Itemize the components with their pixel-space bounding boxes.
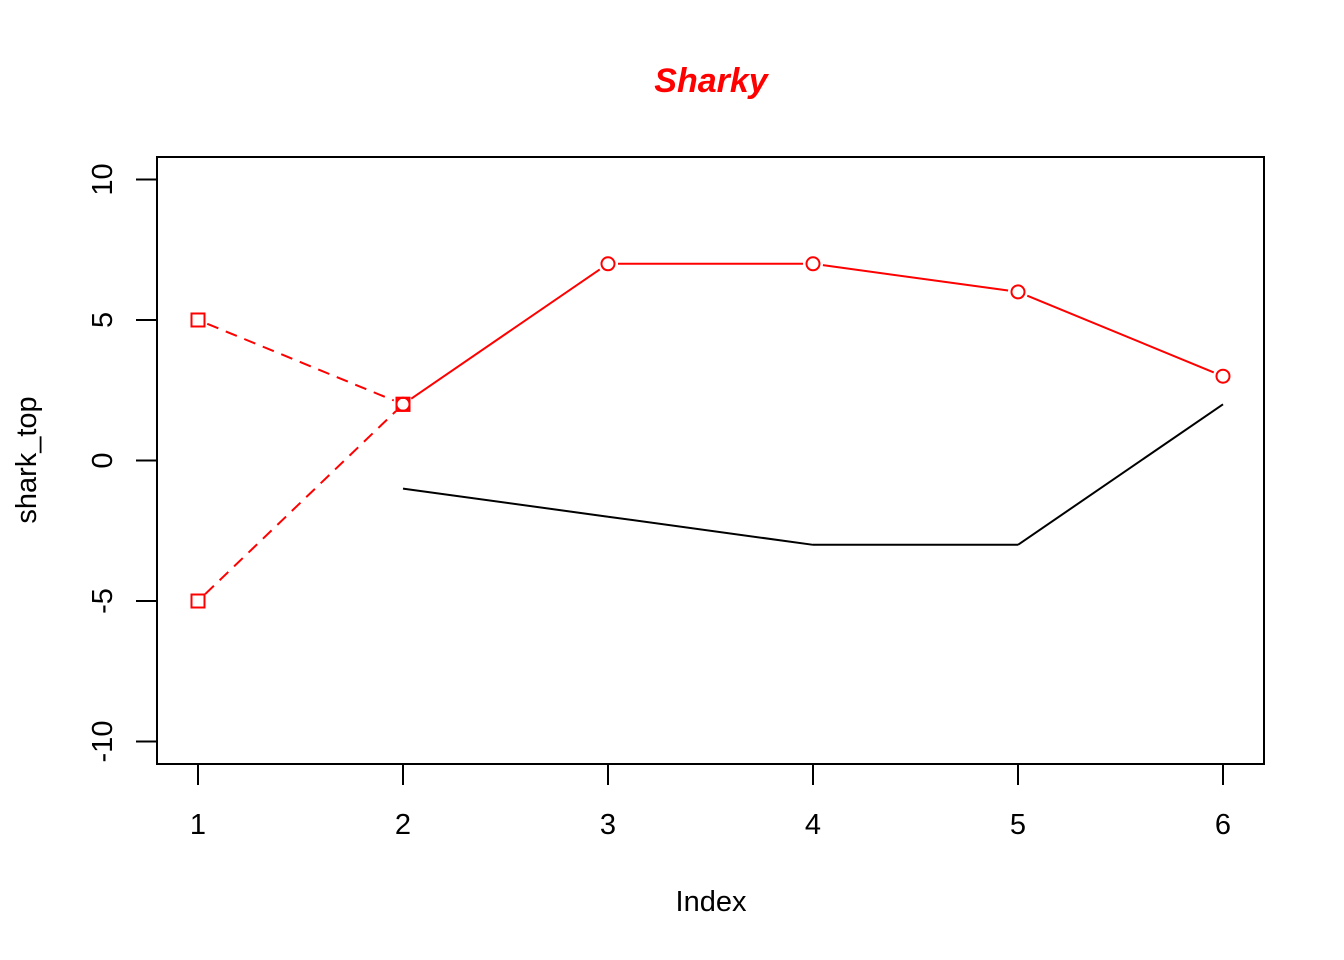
chart-title: Sharky [654,62,769,100]
data-point [805,256,821,272]
y-tick-label: 10 [87,163,119,195]
y-tick-label: 0 [87,452,119,468]
series-3 [190,312,411,412]
y-axis-label: shark_top [11,396,43,523]
series-segment [410,268,601,400]
x-tick-label: 6 [1215,809,1231,841]
series-segment [402,487,609,518]
data-point [395,396,411,412]
x-axis: 1 2 3 4 5 6 [190,763,1231,841]
data-point [395,396,411,412]
data-point [600,256,616,272]
x-tick-label: 1 [190,809,206,841]
data-point [1010,284,1026,300]
x-tick-label: 3 [600,809,616,841]
x-axis-label: Index [676,886,747,918]
y-tick-label: -5 [87,588,119,614]
y-axis: -10 -5 0 5 10 [87,163,158,763]
series-4 [190,396,411,609]
x-tick-label: 4 [805,809,821,841]
series-1 [402,403,1224,546]
series-2 [395,256,1231,412]
plot-frame [156,156,1265,765]
y-tick-label: -10 [87,721,119,763]
series-segment [206,322,395,402]
series-segment [1017,403,1224,546]
x-tick-label: 5 [1010,809,1026,841]
series-segment [822,264,1009,292]
series-segment [1026,294,1215,374]
y-tick-label: 5 [87,312,119,328]
x-tick-label: 2 [395,809,411,841]
data-point [190,312,206,328]
series-segment [607,515,814,546]
series-segment [204,410,397,595]
series-layer [190,256,1231,609]
data-point [1215,368,1231,384]
data-point [190,593,206,609]
